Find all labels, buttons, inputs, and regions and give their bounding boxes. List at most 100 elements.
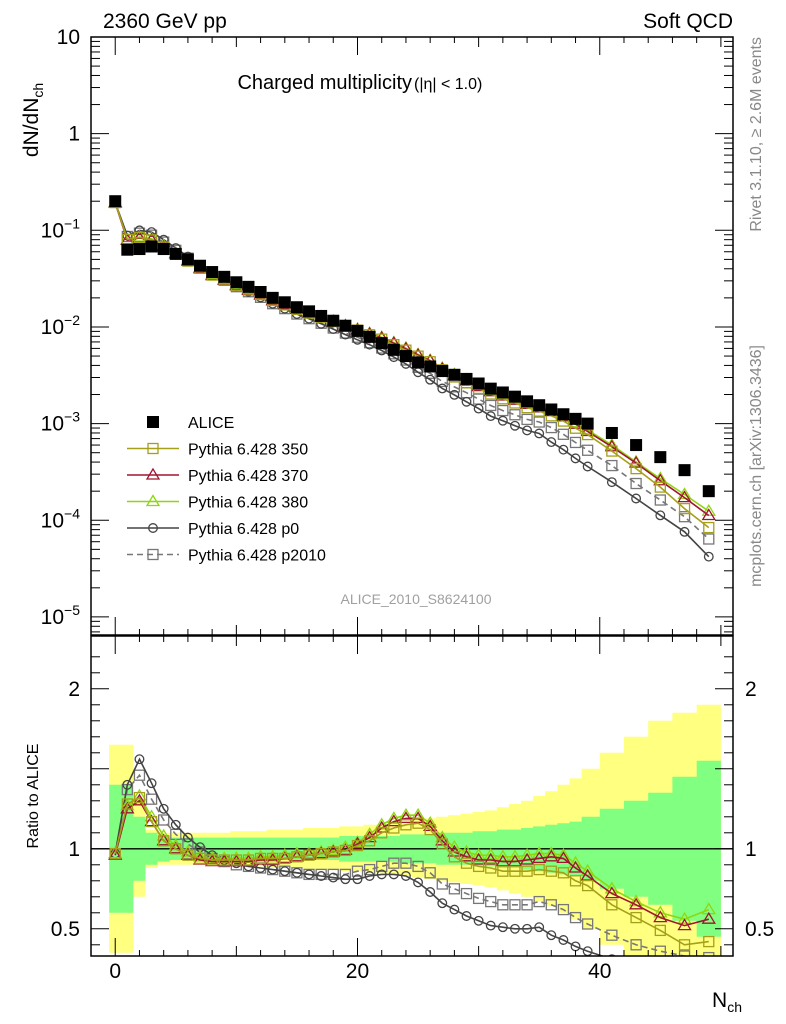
ratio-point-p350	[581, 879, 594, 892]
point-alice	[242, 280, 255, 293]
ratio-point-p350	[521, 865, 533, 877]
ratio-point-p350	[242, 854, 255, 866]
ratio-series-p0	[110, 754, 665, 974]
ratio-point-p350	[436, 838, 448, 850]
main-plot-title-cut: (|η| < 1.0)	[414, 76, 482, 93]
point-p2010	[703, 533, 715, 545]
point-p2010	[497, 404, 509, 417]
ratio-point-p370	[120, 801, 135, 814]
y-tick-label-main: 10−2	[41, 312, 81, 339]
ratio-point-p0	[656, 965, 665, 974]
point-alice	[218, 270, 231, 283]
ratio-point-p380	[301, 846, 317, 859]
ratio-point-p350	[448, 851, 461, 863]
point-alice	[169, 247, 182, 260]
point-alice	[206, 266, 219, 279]
point-alice	[605, 426, 618, 439]
legend-label: Pythia 6.428 p2010	[188, 548, 326, 565]
legend-label: Pythia 6.428 p0	[188, 521, 299, 538]
point-alice	[472, 377, 485, 390]
analysis-id-label: ALICE_2010_S8624100	[340, 591, 491, 607]
point-alice	[290, 301, 303, 314]
point-p350	[630, 462, 642, 475]
ratio-point-p380	[229, 851, 244, 864]
ratio-point-p2010	[363, 863, 376, 876]
point-p2010	[533, 416, 545, 428]
ratio-point-p380	[314, 844, 329, 857]
ratio-point-p0	[473, 915, 484, 926]
point-p0	[425, 374, 436, 385]
ratio-point-p0	[558, 935, 569, 945]
ratio-point-p370	[144, 814, 159, 827]
point-alice	[412, 356, 425, 369]
ratio-point-p350	[121, 798, 133, 810]
ratio-point-p0	[400, 871, 411, 881]
legend-marker	[145, 467, 161, 480]
point-p350	[703, 521, 715, 534]
ratio-point-p0	[497, 922, 508, 933]
header-category-label: Soft QCD	[643, 10, 733, 33]
ratio-point-p0	[340, 874, 351, 885]
ratio-point-p370	[168, 841, 183, 854]
ratio-point-p0	[510, 923, 520, 934]
ratio-point-p350	[363, 835, 376, 847]
ratio-point-p380	[326, 843, 341, 856]
ratio-point-p350	[218, 854, 230, 866]
ratio-point-p0	[413, 877, 424, 888]
point-p2010	[569, 436, 582, 449]
point-p0	[497, 415, 508, 426]
ratio-plot-frame	[90, 635, 734, 957]
ratio-point-p0	[522, 923, 533, 934]
ratio-point-p2010	[436, 878, 448, 890]
ratio-point-p370	[677, 918, 692, 931]
ratio-point-p350	[133, 791, 146, 804]
ratio-point-p0	[146, 778, 157, 789]
point-p350	[654, 481, 666, 493]
ratio-point-p350	[327, 846, 339, 858]
point-alice	[496, 386, 509, 399]
ratio-point-p2010	[581, 918, 594, 930]
point-alice	[145, 240, 158, 253]
ratio-point-p0	[546, 930, 557, 941]
ratio-point-p370	[653, 910, 668, 923]
point-p0	[146, 227, 157, 238]
ratio-point-p0	[158, 803, 169, 814]
y-tick-label-main: 10	[57, 26, 80, 49]
ratio-point-p350	[158, 835, 170, 847]
point-p2010	[485, 399, 497, 412]
point-alice	[266, 291, 279, 304]
point-p0	[534, 428, 545, 439]
point-p350	[133, 231, 146, 244]
point-p0	[546, 437, 557, 448]
ratio-point-p370	[471, 852, 486, 865]
point-alice	[109, 195, 122, 208]
series-p2010	[109, 196, 715, 545]
ratio-point-p2010	[630, 939, 642, 951]
ratio-point-p350	[557, 867, 570, 879]
legend-entry-p380: Pythia 6.428 380	[127, 494, 308, 512]
point-p0	[570, 453, 581, 464]
point-alice	[448, 368, 461, 381]
y-tick-label-ratio: 2	[68, 678, 80, 701]
legend-entry-p350: Pythia 6.428 350	[127, 442, 308, 459]
ratio-point-p0	[388, 869, 399, 880]
ratio-point-p2010	[569, 911, 582, 924]
ratio-point-p350	[303, 849, 315, 861]
y-tick-label-main: 1	[68, 123, 80, 146]
point-p0	[134, 225, 145, 236]
point-p0	[631, 493, 642, 504]
ratio-point-p350	[606, 899, 618, 911]
point-alice	[375, 337, 388, 350]
point-p2010	[521, 413, 533, 426]
point-p0	[582, 461, 593, 472]
ratio-line-p350	[114, 796, 709, 946]
point-alice	[569, 412, 582, 425]
ratio-point-p370	[568, 860, 583, 873]
ratio-point-p0	[376, 869, 387, 880]
point-alice	[702, 485, 715, 498]
ratio-point-p2010	[388, 857, 400, 869]
point-p2010	[509, 409, 521, 421]
point-alice	[436, 365, 449, 378]
ratio-point-p350	[254, 852, 267, 865]
ratio-point-p2010	[497, 899, 509, 911]
